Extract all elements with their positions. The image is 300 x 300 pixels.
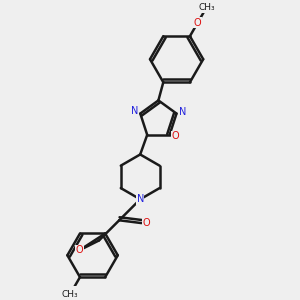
Text: O: O — [172, 131, 180, 141]
Text: N: N — [136, 194, 144, 204]
Text: O: O — [194, 18, 201, 28]
Text: O: O — [142, 218, 150, 228]
Text: CH₃: CH₃ — [62, 290, 79, 298]
Text: CH₃: CH₃ — [198, 3, 215, 12]
Text: N: N — [179, 107, 186, 117]
Text: O: O — [76, 245, 83, 255]
Text: N: N — [131, 106, 138, 116]
